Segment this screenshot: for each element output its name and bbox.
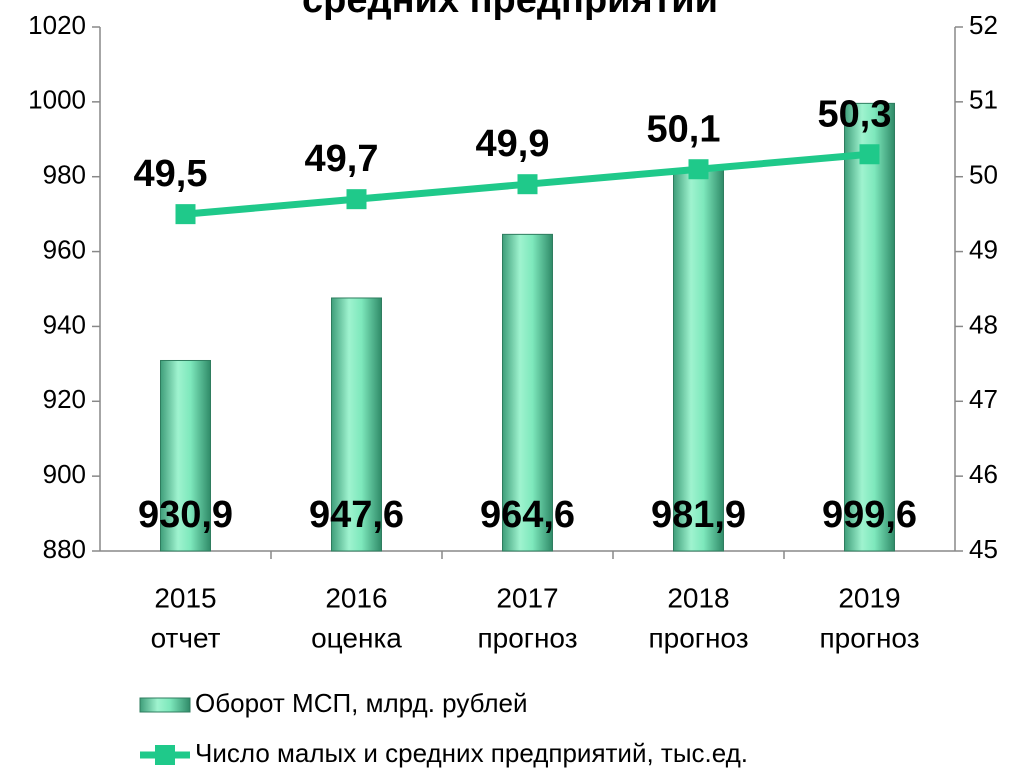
x-tick-label: 2017: [496, 582, 558, 613]
x-tick-label: отчет: [151, 622, 221, 653]
bar: [673, 169, 724, 552]
x-tick-label: оценка: [311, 622, 402, 653]
y2-tick-label: 45: [969, 534, 998, 564]
y2-tick-label: 51: [969, 85, 998, 115]
y-tick-label: 880: [43, 534, 86, 564]
line-marker: [175, 204, 196, 225]
y2-tick-label: 48: [969, 309, 998, 339]
y-tick-label: 960: [43, 234, 86, 264]
legend-label: Оборот МСП, млрд. рублей: [195, 688, 528, 718]
x-tick-label: прогноз: [648, 622, 748, 653]
bar-value-label: 999,6: [822, 494, 917, 536]
x-tick-label: 2016: [325, 582, 387, 613]
x-tick-label: 2015: [154, 582, 216, 613]
line-value-label: 50,1: [647, 108, 721, 150]
y-tick-label: 980: [43, 160, 86, 190]
line-marker: [688, 159, 709, 180]
y2-tick-label: 52: [969, 10, 998, 40]
legend-swatch: [155, 745, 175, 765]
line-value-label: 49,7: [305, 138, 379, 180]
line-value-label: 49,9: [476, 123, 550, 165]
x-tick-label: 2019: [838, 582, 900, 613]
bar: [331, 297, 382, 552]
y2-tick-label: 50: [969, 160, 998, 190]
bar-value-label: 981,9: [651, 494, 746, 536]
line-value-label: 50,3: [818, 93, 892, 135]
bar: [844, 102, 895, 552]
line-value-label: 49,5: [134, 153, 208, 195]
bar: [160, 359, 211, 552]
y-tick-label: 920: [43, 384, 86, 414]
y-tick-label: 1020: [28, 10, 86, 40]
bar-value-label: 947,6: [309, 494, 404, 536]
y2-tick-label: 49: [969, 234, 998, 264]
y-tick-label: 1000: [28, 85, 86, 115]
bar: [502, 233, 553, 552]
legend-label: Число малых и средних предприятий, тыс.е…: [195, 738, 748, 768]
y-tick-label: 940: [43, 309, 86, 339]
y2-tick-label: 47: [969, 384, 998, 414]
x-tick-label: прогноз: [819, 622, 919, 653]
y2-tick-label: 46: [969, 459, 998, 489]
line-marker: [346, 189, 367, 210]
bar-value-label: 964,6: [480, 494, 575, 536]
y-tick-label: 900: [43, 459, 86, 489]
chart-title: средних предприятий: [302, 0, 718, 21]
legend-swatch: [139, 697, 191, 713]
line-marker: [859, 144, 880, 165]
x-tick-label: прогноз: [477, 622, 577, 653]
bar-value-label: 930,9: [138, 494, 233, 536]
x-tick-label: 2018: [667, 582, 729, 613]
line-marker: [517, 174, 538, 195]
